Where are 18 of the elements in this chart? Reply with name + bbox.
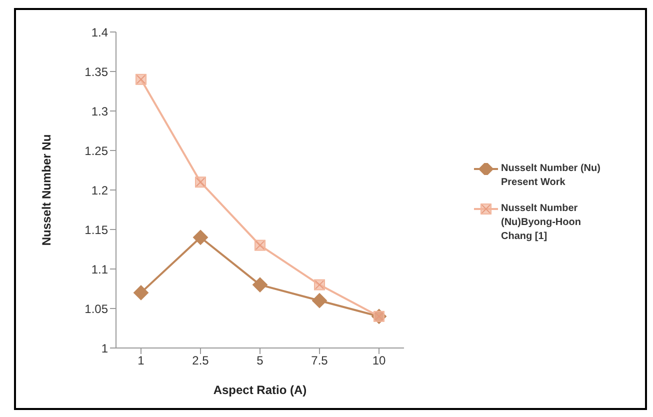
legend-label: Nusselt Number (Nu) Present Work <box>501 162 602 190</box>
y-tick-label: 1.4 <box>91 25 108 40</box>
y-tick-label: 1.25 <box>84 144 108 158</box>
y-axis-title: Nusselt Number Nu <box>39 134 54 246</box>
x-tick-label: 2.5 <box>192 354 210 368</box>
y-tick-label: 1 <box>101 341 108 356</box>
x-tick-label: 5 <box>256 354 264 368</box>
x-tick-label: 1 <box>138 354 145 368</box>
legend-label: Nusselt Number (Nu)Byong-Hoon Chang [1] <box>501 202 582 244</box>
y-tick-label: 1.1 <box>91 262 108 276</box>
x-tick-label: 7.5 <box>311 354 328 368</box>
y-tick-label: 1.15 <box>84 222 108 237</box>
y-tick-label: 1.2 <box>91 183 108 198</box>
y-tick-label: 1.3 <box>91 104 108 118</box>
y-tick-label: 1.35 <box>84 64 108 79</box>
x-tick-label: 10 <box>372 354 386 368</box>
x-axis-title: Aspect Ratio (A) <box>213 383 307 397</box>
y-tick-label: 1.05 <box>84 302 108 316</box>
